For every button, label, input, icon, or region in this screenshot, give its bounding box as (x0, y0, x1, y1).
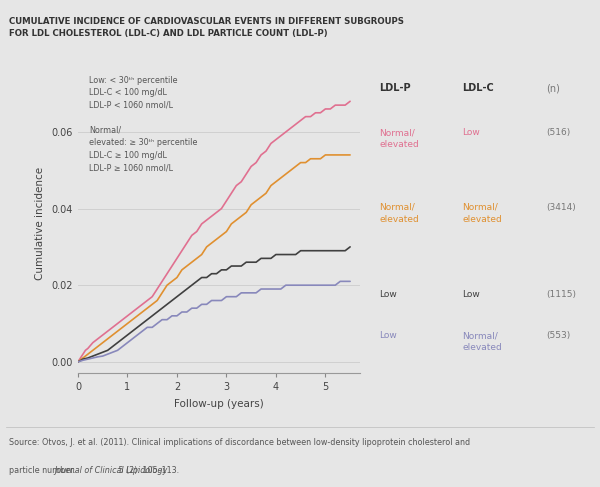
Text: LDL-C: LDL-C (463, 83, 494, 94)
Text: Normal/
elevated: Normal/ elevated (379, 128, 419, 149)
Text: Normal/
elevated: Normal/ elevated (379, 203, 419, 224)
Text: Normal/
elevated: Normal/ elevated (463, 203, 502, 224)
Text: Low: Low (463, 290, 481, 299)
Text: (1115): (1115) (546, 290, 576, 299)
Text: (516): (516) (546, 128, 570, 137)
Text: Journal of Clinical Lipidology: Journal of Clinical Lipidology (54, 466, 167, 475)
Text: 5 (2): 105–113.: 5 (2): 105–113. (116, 466, 179, 475)
Text: Source: Otvos, J. et al. (2011). Clinical implications of discordance between lo: Source: Otvos, J. et al. (2011). Clinica… (9, 438, 470, 447)
Text: (3414): (3414) (546, 203, 575, 212)
X-axis label: Follow-up (years): Follow-up (years) (174, 399, 264, 409)
Text: Normal/
elevated: Normal/ elevated (463, 332, 502, 352)
Text: Low: Low (379, 332, 397, 340)
Text: particle number.: particle number. (9, 466, 78, 475)
Text: CUMULATIVE INCIDENCE OF CARDIOVASCULAR EVENTS IN DIFFERENT SUBGROUPS
FOR LDL CHO: CUMULATIVE INCIDENCE OF CARDIOVASCULAR E… (9, 17, 404, 38)
Text: Low: Low (379, 290, 397, 299)
Text: Low: Low (463, 128, 481, 137)
Text: Low: < 30ᵗʰ percentile
LDL-C < 100 mg/dL
LDL-P < 1060 nmol/L

Normal/
elevated: : Low: < 30ᵗʰ percentile LDL-C < 100 mg/dL… (89, 76, 197, 172)
Text: (n): (n) (546, 83, 560, 94)
Text: LDL-P: LDL-P (379, 83, 411, 94)
Text: (553): (553) (546, 332, 570, 340)
Y-axis label: Cumulative incidence: Cumulative incidence (35, 168, 44, 281)
